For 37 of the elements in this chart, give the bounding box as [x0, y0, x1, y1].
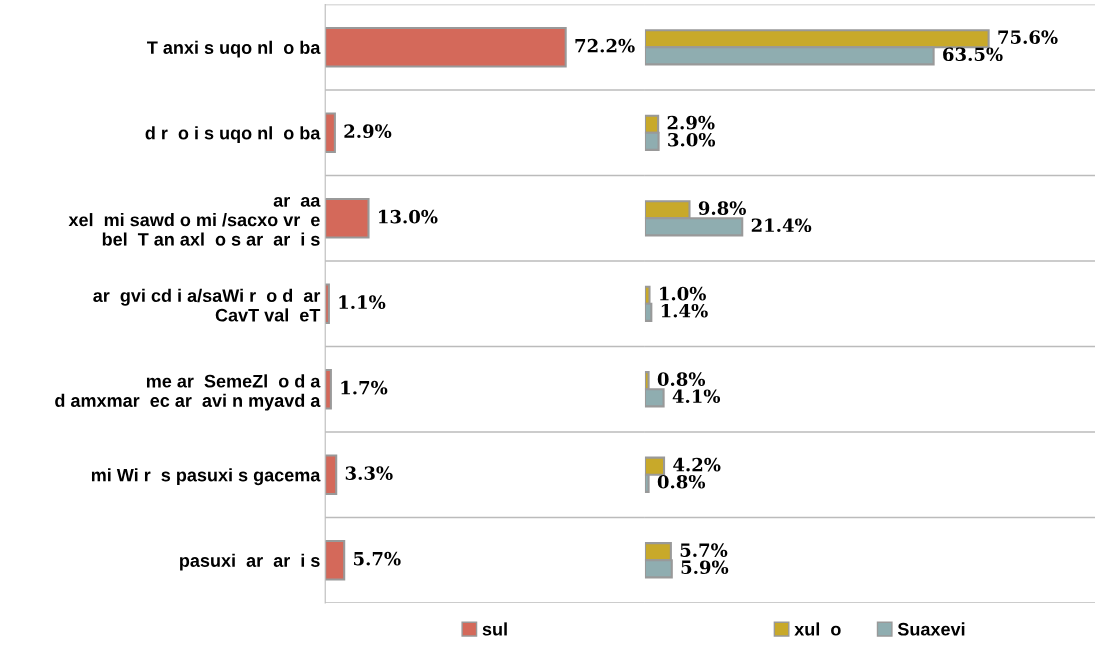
- data-label: 75.6%: [998, 30, 1058, 44]
- y-tick-label: mi Wi r s pasuxi s gacema: [91, 468, 321, 486]
- bar: [325, 368, 332, 410]
- data-label: 3.0%: [668, 132, 716, 147]
- data-label: 5.7%: [680, 543, 728, 557]
- y-tick-label: ar aa xel mi sawd o mi /sacxo vr e bel T an axl o s ar ar i s: [68, 196, 321, 246]
- data-label: 21.4%: [751, 218, 812, 233]
- data-label: 1.7%: [341, 380, 388, 395]
- data-label: 5.7%: [354, 551, 401, 566]
- data-label: 72.2%: [575, 38, 635, 53]
- bar: [325, 539, 346, 581]
- data-label: 13.0%: [379, 209, 438, 224]
- legend-label: sul: [482, 622, 507, 636]
- y-tick-label: ar gvi cd i a/saWi r o d ar CavT val eT: [93, 288, 321, 322]
- data-label: 1.1%: [339, 295, 386, 310]
- data-label: 9.8%: [698, 201, 746, 215]
- data-label: 1.0%: [660, 286, 706, 301]
- legend-label: Suaxevi: [897, 622, 965, 636]
- bar: [325, 454, 338, 496]
- y-tick-label: d r o i s uqo nl o ba: [145, 126, 321, 144]
- data-label: 3.3%: [345, 466, 393, 480]
- data-label: 2.9%: [667, 115, 715, 130]
- data-label: 5.9%: [681, 560, 729, 575]
- data-label: 4.1%: [672, 389, 721, 404]
- data-label: 4.2%: [673, 457, 721, 472]
- data-label: 0.8%: [657, 372, 706, 386]
- bar: [325, 112, 336, 154]
- data-label: 2.9%: [344, 124, 392, 139]
- data-label: 0.8%: [657, 474, 706, 489]
- y-tick-label: T anxi s uqo nl o ba: [147, 40, 321, 58]
- y-tick-label: me ar SemeZl o d a d amxmar ec ar avi n myavd a: [55, 374, 321, 411]
- bar: [325, 197, 370, 239]
- data-label: 1.4%: [661, 303, 708, 318]
- data-label: 63.5%: [943, 47, 1003, 62]
- legend-label: xul o: [794, 622, 841, 636]
- bar: [325, 27, 567, 68]
- y-tick-label: pasuxi ar ar i s: [180, 553, 320, 571]
